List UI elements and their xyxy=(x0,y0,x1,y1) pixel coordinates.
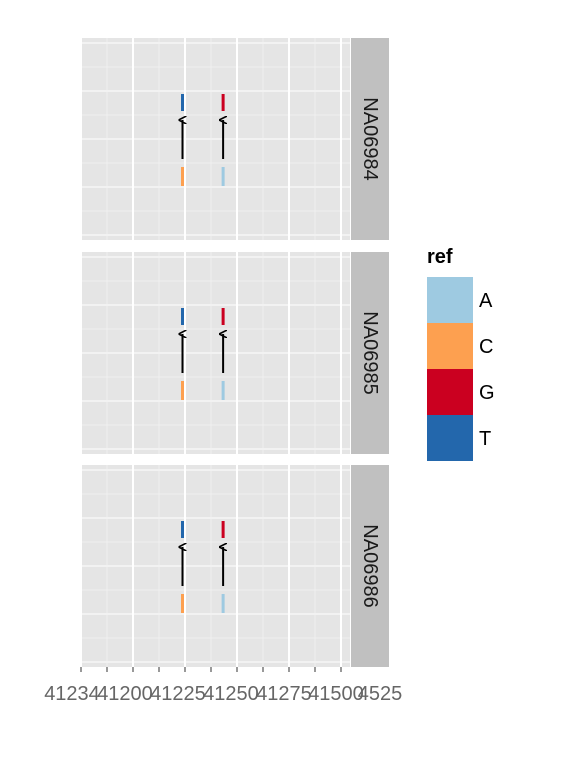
legend-label: C xyxy=(479,336,493,358)
legend-swatch xyxy=(427,369,473,415)
legend: ref A C G T xyxy=(427,246,495,461)
facet-panel: NA06986 xyxy=(80,465,389,667)
x-tick-label: 4525 xyxy=(358,683,403,705)
facet-strip xyxy=(351,38,389,240)
x-tick-label: 41234 xyxy=(44,683,100,705)
x-tick-label: 41225 xyxy=(150,683,206,705)
legend-title: ref xyxy=(427,246,453,268)
x-tick-label: 41275 xyxy=(256,683,312,705)
legend-label: T xyxy=(479,428,491,450)
facet-panels: NA06984 NA06985 NA06986 xyxy=(80,38,389,667)
x-tick-label: 41500 xyxy=(308,683,364,705)
legend-swatch xyxy=(427,323,473,369)
legend-swatch xyxy=(427,415,473,461)
facet-label: NA06984 xyxy=(359,97,381,180)
legend-label: A xyxy=(479,290,493,312)
facet-strip xyxy=(351,465,389,667)
facet-label: NA06985 xyxy=(359,311,381,394)
legend-swatch xyxy=(427,277,473,323)
facet-label: NA06986 xyxy=(359,524,381,607)
x-tick-label: 41200 xyxy=(97,683,153,705)
facet-panel: NA06984 xyxy=(80,38,389,240)
facet-panel: NA06985 xyxy=(80,252,389,454)
legend-label: G xyxy=(479,382,495,404)
x-tick-label: 41250 xyxy=(203,683,259,705)
facet-strip xyxy=(351,252,389,454)
